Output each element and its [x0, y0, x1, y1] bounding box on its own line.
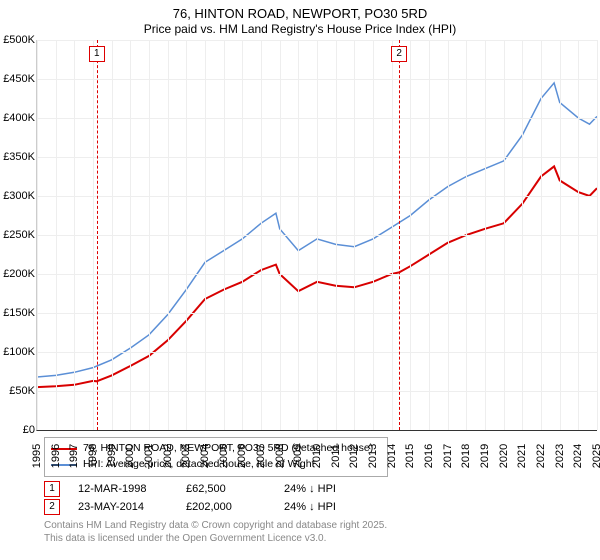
x-axis-label: 2020: [498, 444, 510, 468]
x-axis-label: 2003: [180, 444, 192, 468]
x-axis-label: 2013: [367, 444, 379, 468]
y-axis-label: £250K: [3, 229, 35, 241]
sale-row: 2 23-MAY-2014 £202,000 24% ↓ HPI: [44, 499, 592, 515]
x-axis-label: 2019: [479, 444, 491, 468]
x-axis-label: 2006: [236, 444, 248, 468]
sale-marker-line: [399, 40, 400, 430]
x-axis-label: 2018: [460, 444, 472, 468]
sale-marker-box: 2: [44, 499, 60, 515]
y-axis-label: £0: [23, 424, 35, 436]
x-axis-label: 1998: [87, 444, 99, 468]
x-axis-label: 2011: [330, 444, 342, 468]
x-axis-label: 1996: [50, 444, 62, 468]
sale-delta: 24% ↓ HPI: [284, 501, 336, 513]
x-axis-label: 2022: [535, 444, 547, 468]
x-axis-label: 2009: [292, 444, 304, 468]
x-axis-label: 1997: [68, 444, 80, 468]
chart-title-line2: Price paid vs. HM Land Registry's House …: [8, 22, 592, 36]
sale-date: 12-MAR-1998: [78, 483, 168, 495]
y-axis-label: £500K: [3, 34, 35, 46]
x-axis-label: 1999: [106, 444, 118, 468]
footer: Contains HM Land Registry data © Crown c…: [44, 519, 592, 545]
line-chart: £0£50K£100K£150K£200K£250K£300K£350K£400…: [36, 40, 597, 431]
sale-marker-box: 1: [89, 46, 105, 62]
x-axis-label: 2010: [311, 444, 323, 468]
y-axis-label: £350K: [3, 151, 35, 163]
sales-table: 1 12-MAR-1998 £62,500 24% ↓ HPI 2 23-MAY…: [44, 481, 592, 515]
y-axis-label: £100K: [3, 346, 35, 358]
footer-line1: Contains HM Land Registry data © Crown c…: [44, 519, 592, 532]
x-axis-label: 2002: [162, 444, 174, 468]
x-axis-label: 2025: [591, 444, 600, 468]
y-axis-label: £300K: [3, 190, 35, 202]
sale-marker-box: 2: [391, 46, 407, 62]
y-axis-label: £400K: [3, 112, 35, 124]
x-axis-label: 2001: [143, 444, 155, 468]
x-axis-label: 2005: [218, 444, 230, 468]
x-axis-label: 2016: [423, 444, 435, 468]
x-axis-label: 2007: [255, 444, 267, 468]
x-axis-label: 2012: [348, 444, 360, 468]
sale-row: 1 12-MAR-1998 £62,500 24% ↓ HPI: [44, 481, 592, 497]
sale-marker-line: [97, 40, 98, 430]
chart-title-line1: 76, HINTON ROAD, NEWPORT, PO30 5RD: [8, 6, 592, 22]
sale-marker-box: 1: [44, 481, 60, 497]
x-axis-label: 2015: [404, 444, 416, 468]
y-axis-label: £450K: [3, 73, 35, 85]
x-axis-label: 2008: [274, 444, 286, 468]
x-axis-label: 2024: [572, 444, 584, 468]
x-axis-label: 2021: [516, 444, 528, 468]
sale-price: £202,000: [186, 501, 266, 513]
y-axis-label: £200K: [3, 268, 35, 280]
footer-line2: This data is licensed under the Open Gov…: [44, 532, 592, 545]
y-axis-label: £50K: [9, 385, 35, 397]
x-axis-label: 2014: [386, 444, 398, 468]
sale-delta: 24% ↓ HPI: [284, 483, 336, 495]
chart-card: 76, HINTON ROAD, NEWPORT, PO30 5RD Price…: [0, 0, 600, 560]
y-axis-label: £150K: [3, 307, 35, 319]
x-axis-label: 2004: [199, 444, 211, 468]
x-axis-label: 2017: [442, 444, 454, 468]
sale-date: 23-MAY-2014: [78, 501, 168, 513]
x-axis-label: 2000: [124, 444, 136, 468]
x-axis-label: 2023: [554, 444, 566, 468]
x-axis-label: 1995: [31, 444, 43, 468]
sale-price: £62,500: [186, 483, 266, 495]
